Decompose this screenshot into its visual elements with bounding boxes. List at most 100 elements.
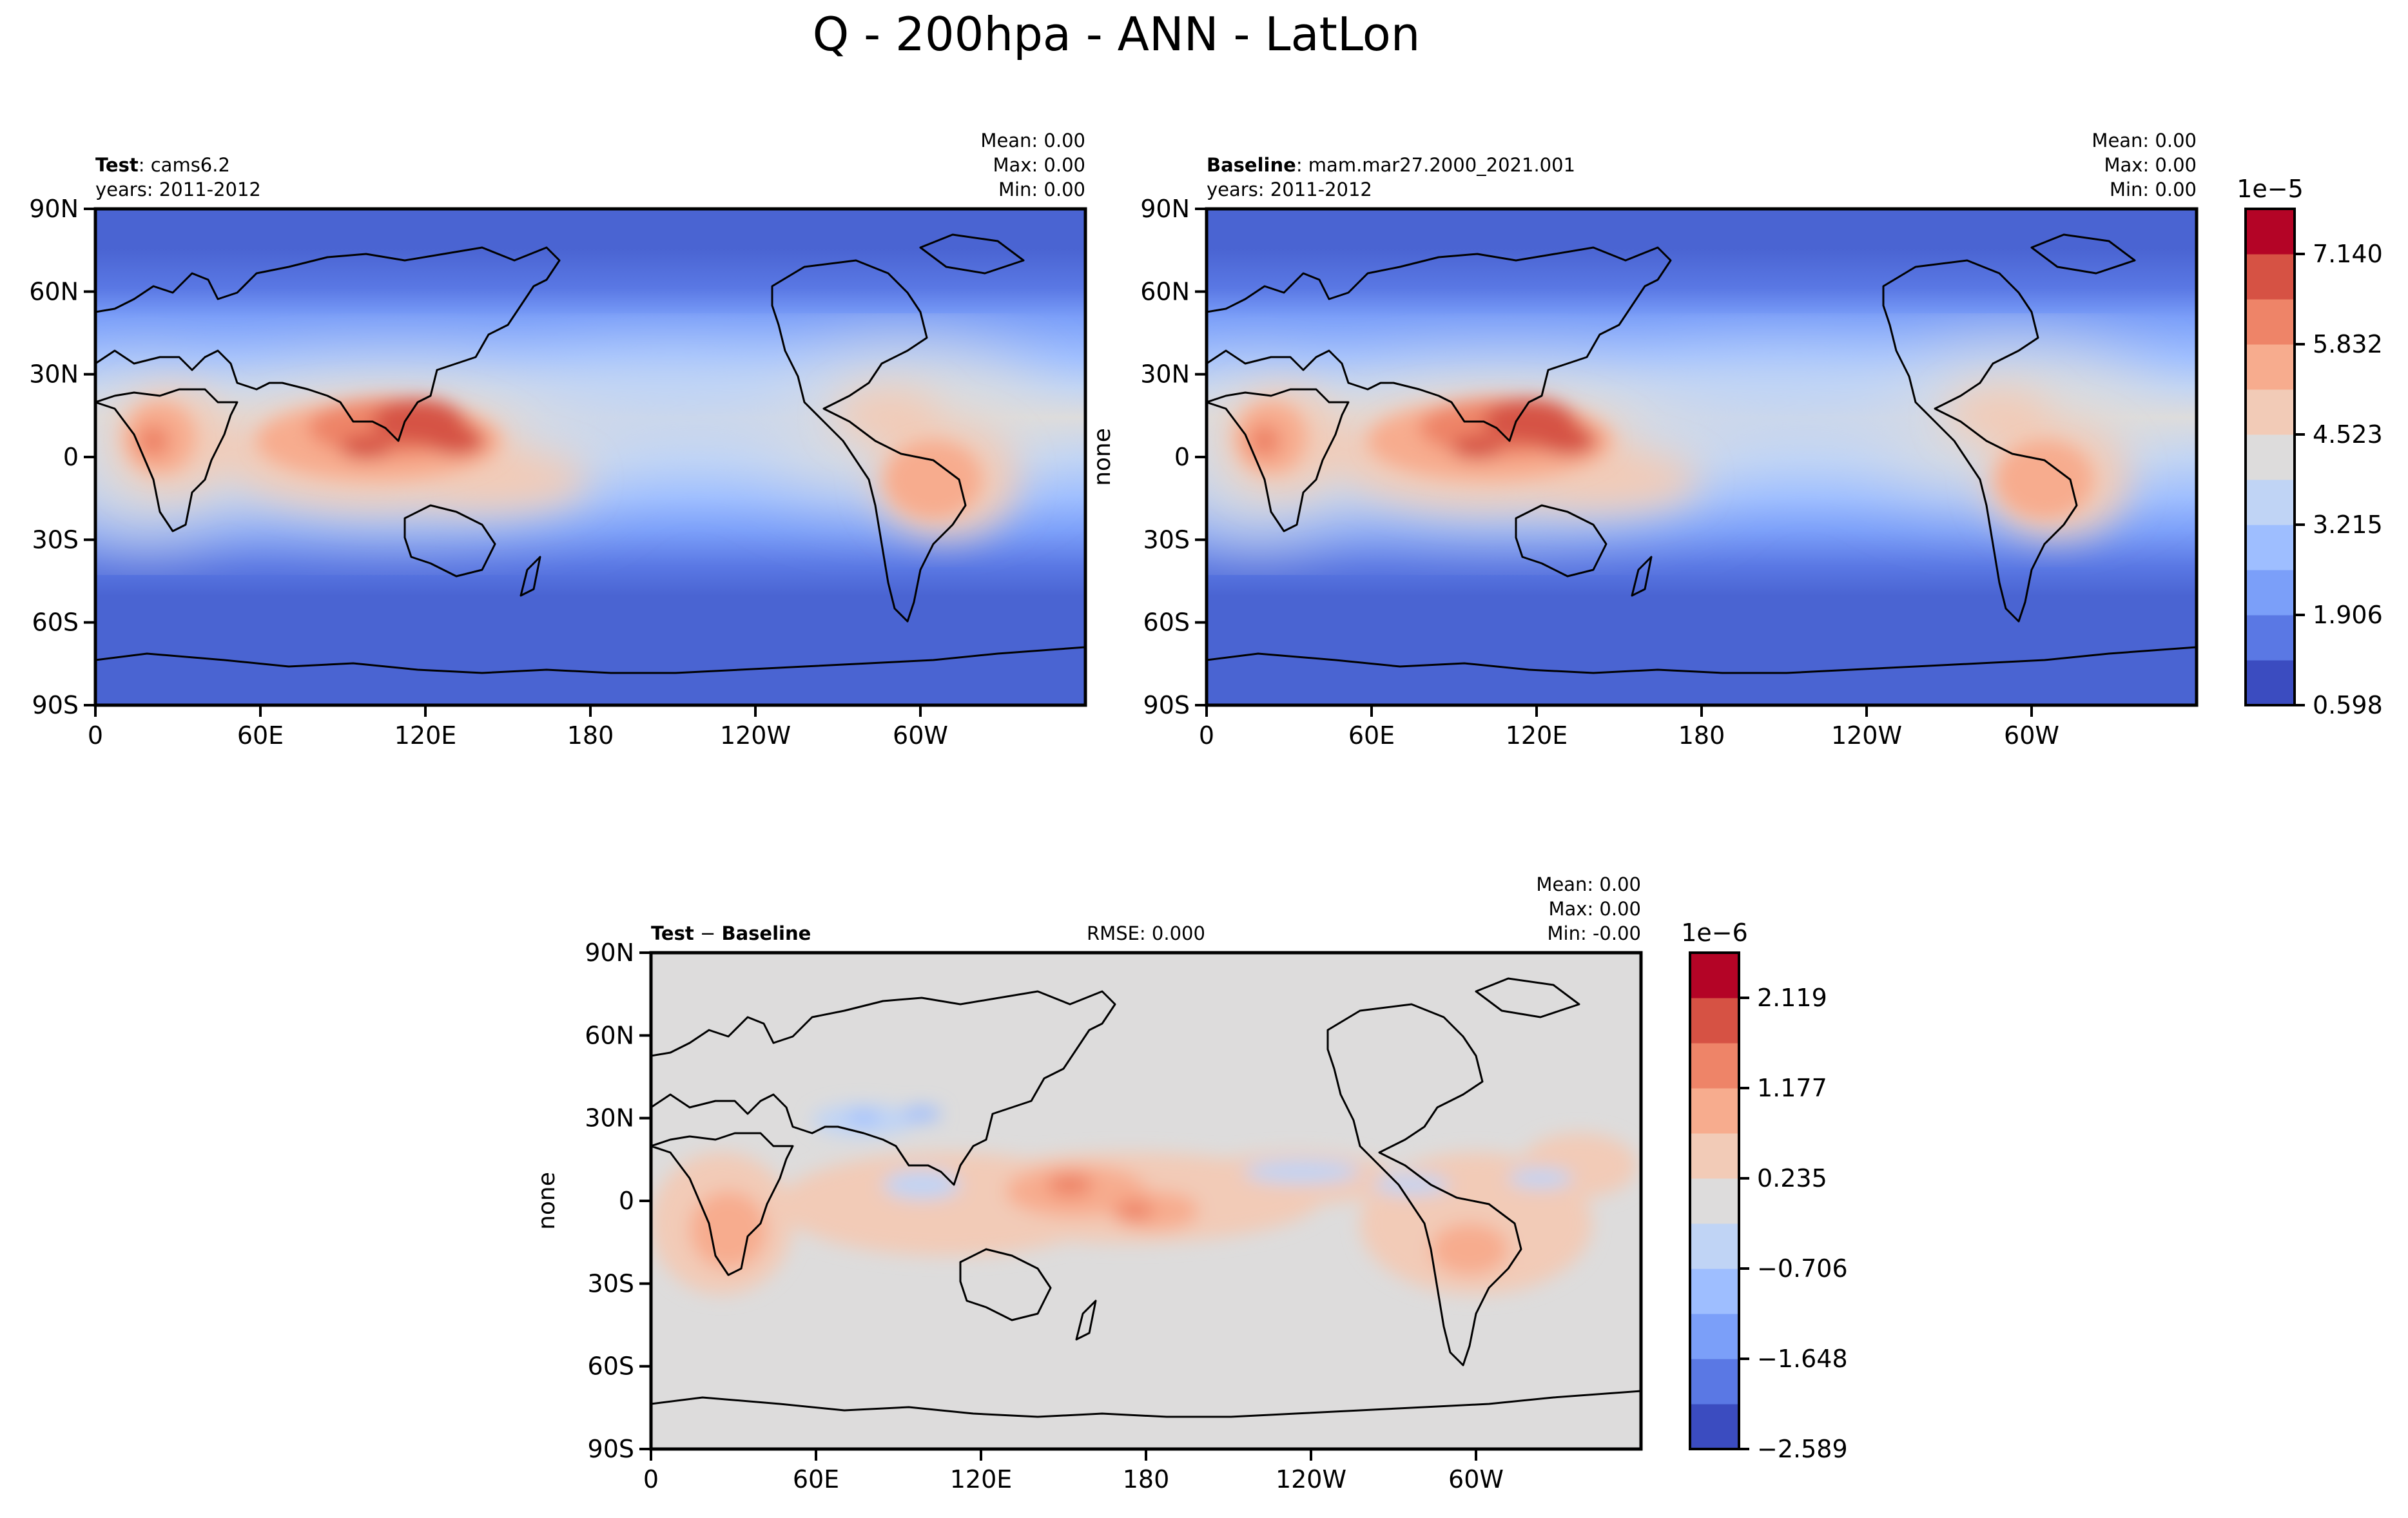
colorbar-tick-label-cb-main: 1.906 [2313,601,2383,629]
colorbar-frame-cb-diff [1689,951,1740,1450]
rmse-label-diff: RMSE: 0.000 [1087,922,1205,944]
x-tick-label-baseline: 180 [1678,721,1725,750]
y-tick-label-diff: 30S [588,1269,634,1298]
y-tick-label-baseline: 0 [1174,443,1190,471]
x-tick-label-baseline: 120W [1831,721,1902,750]
x-tick-label-baseline: 120E [1506,721,1568,750]
y-tick-label-test: 30S [32,525,79,554]
colorbar-swatch-cb-main [2246,480,2295,525]
colorbar-swatch-cb-diff [1690,1178,1739,1224]
colorbar-tick-label-cb-diff: −1.648 [1757,1345,1848,1373]
panel-diff [649,951,1643,1451]
panel-years-test: years: 2011-2012 [95,179,261,200]
x-tick-label-test: 60E [237,721,284,750]
y-tick-label-test: 90N [29,195,79,223]
colorbar-swatch-cb-diff [1690,1359,1739,1405]
annotation-layer: 0 60E 120E 180 120W 60W 90N 60N 30N 0 30S 60S 90S Tes… [29,130,2383,1494]
y-tick-label-diff: 90N [585,939,634,967]
colorbar-tick-label-cb-main: 0.598 [2313,691,2383,719]
stat-min-baseline: Min: 0.00 [2110,179,2197,200]
y-tick-label-baseline: 60S [1143,608,1190,637]
x-tick-label-test: 0 [88,721,103,750]
panel-baseline [1205,207,2199,707]
x-tick-label-test: 120E [394,721,457,750]
y-tick-label-baseline: 30N [1140,360,1190,389]
stat-max-baseline: Max: 0.00 [2104,154,2197,176]
y-tick-label-diff: 0 [619,1187,634,1215]
stat-min-diff: Min: -0.00 [1548,922,1641,944]
stat-max-test: Max: 0.00 [993,154,1085,176]
colorbar-tick-label-cb-main: 5.832 [2313,330,2383,358]
y-tick-label-diff: 60N [585,1021,634,1049]
x-tick-label-diff: 120W [1276,1465,1346,1494]
colorbar-tick-label-cb-main: 4.523 [2313,420,2383,449]
colorbar-swatch-cb-main [2246,299,2295,345]
y-tick-label-diff: 30N [585,1104,634,1133]
colorbar-tick-label-cb-diff: −2.589 [1757,1435,1848,1463]
panel-test [93,207,1087,707]
stat-max-diff: Max: 0.00 [1548,898,1641,920]
colorbar-tick-label-cb-diff: 2.119 [1757,984,1827,1012]
y-tick-label-test: 0 [63,443,79,471]
stat-min-test: Min: 0.00 [998,179,1085,200]
colorbar-swatch-cb-main [2246,570,2295,616]
y-axis-label-diff: none [534,1172,560,1230]
x-tick-label-diff: 60E [793,1465,839,1494]
colorbar-swatch-cb-main [2246,434,2295,480]
panel-years-baseline: years: 2011-2012 [1207,179,1372,200]
colorbar-tick-label-cb-main: 3.215 [2313,511,2383,539]
colorbar-swatch-cb-diff [1690,998,1739,1044]
x-tick-label-diff: 180 [1123,1465,1170,1494]
colorbar-tick-label-cb-main: 7.140 [2313,240,2383,268]
stat-mean-baseline: Mean: 0.00 [2092,130,2197,151]
colorbar-swatch-cb-main [2246,525,2295,570]
x-tick-label-baseline: 60E [1348,721,1395,750]
x-tick-label-diff: 120E [950,1465,1013,1494]
colorbar-exponent-cb-diff: 1e−6 [1681,919,1748,947]
stat-mean-test: Mean: 0.00 [980,130,1085,151]
x-tick-label-baseline: 0 [1199,721,1214,750]
colorbar-swatch-cb-diff [1690,1404,1739,1450]
colorbar-swatch-cb-diff [1690,953,1739,998]
y-axis-label-baseline: none [1089,428,1116,486]
colorbar-swatch-cb-main [2246,344,2295,390]
y-tick-label-baseline: 30S [1143,525,1190,554]
colorbar-swatch-cb-diff [1690,1133,1739,1179]
colorbar-tick-label-cb-diff: 0.235 [1757,1164,1827,1192]
panel-title-test: Test: cams6.2 [95,154,230,176]
y-tick-label-test: 60N [29,277,79,306]
x-tick-label-test: 120W [720,721,791,750]
colorbar-frame-cb-main [2244,208,2296,706]
colorbar-swatch-cb-diff [1690,1269,1739,1314]
x-tick-label-diff: 60W [1448,1465,1504,1494]
y-tick-label-baseline: 90N [1140,195,1190,223]
panel-title-diff: Test − Baseline [651,922,811,944]
y-tick-label-test: 90S [32,691,79,719]
x-tick-label-test: 60W [893,721,948,750]
y-tick-label-baseline: 60N [1140,277,1190,306]
figure-title: Q - 200hpa - ANN - LatLon [813,7,1421,61]
colorbar-swatch-cb-main [2246,660,2295,706]
colorbar-tick-label-cb-diff: −0.706 [1757,1254,1848,1283]
x-tick-label-test: 180 [567,721,614,750]
y-tick-label-diff: 60S [588,1352,634,1381]
stat-mean-diff: Mean: 0.00 [1536,873,1641,895]
x-tick-label-baseline: 60W [2004,721,2059,750]
colorbar-swatch-cb-main [2246,389,2295,435]
colorbar-swatch-cb-main [2246,615,2295,661]
y-tick-label-test: 60S [32,608,79,637]
y-tick-label-baseline: 90S [1143,691,1190,719]
y-tick-label-test: 30N [29,360,79,389]
colorbar-swatch-cb-diff [1690,1043,1739,1089]
colorbar-swatch-cb-main [2246,209,2295,255]
colorbar-tick-label-cb-diff: 1.177 [1757,1074,1827,1102]
y-tick-label-diff: 90S [588,1435,634,1463]
colorbar-swatch-cb-diff [1690,1088,1739,1134]
x-tick-label-diff: 0 [643,1465,659,1494]
colorbar-exponent-cb-main: 1e−5 [2237,175,2304,203]
colorbar-swatch-cb-diff [1690,1314,1739,1359]
colorbar-swatch-cb-main [2246,254,2295,300]
colorbar-swatch-cb-diff [1690,1223,1739,1269]
panel-title-baseline: Baseline: mam.mar27.2000_2021.001 [1207,154,1575,176]
